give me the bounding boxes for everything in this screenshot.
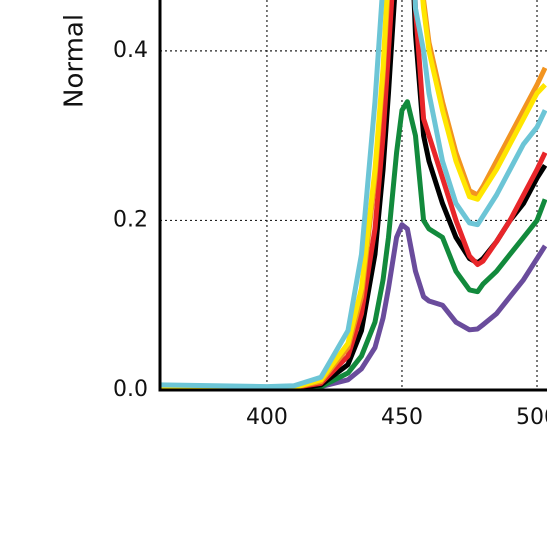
series-line	[160, 222, 547, 390]
grid	[160, 0, 547, 391]
series-line	[160, 99, 547, 390]
x-tick-label: 450	[381, 405, 423, 430]
series-line	[160, 0, 547, 390]
x-tick-label: 500	[516, 405, 547, 430]
y-tick-label: 0.2	[113, 207, 148, 232]
y-axis-label: Normal	[60, 14, 90, 108]
y-tick-label: 0.4	[113, 38, 148, 63]
x-tick-label: 400	[246, 405, 288, 430]
series-line	[160, 0, 547, 390]
plot-area	[160, 0, 547, 390]
series-line	[160, 0, 547, 390]
labels: 0.0 0.2 0.4 400 450 500	[113, 38, 547, 430]
y-tick-label: 0.0	[113, 377, 148, 402]
